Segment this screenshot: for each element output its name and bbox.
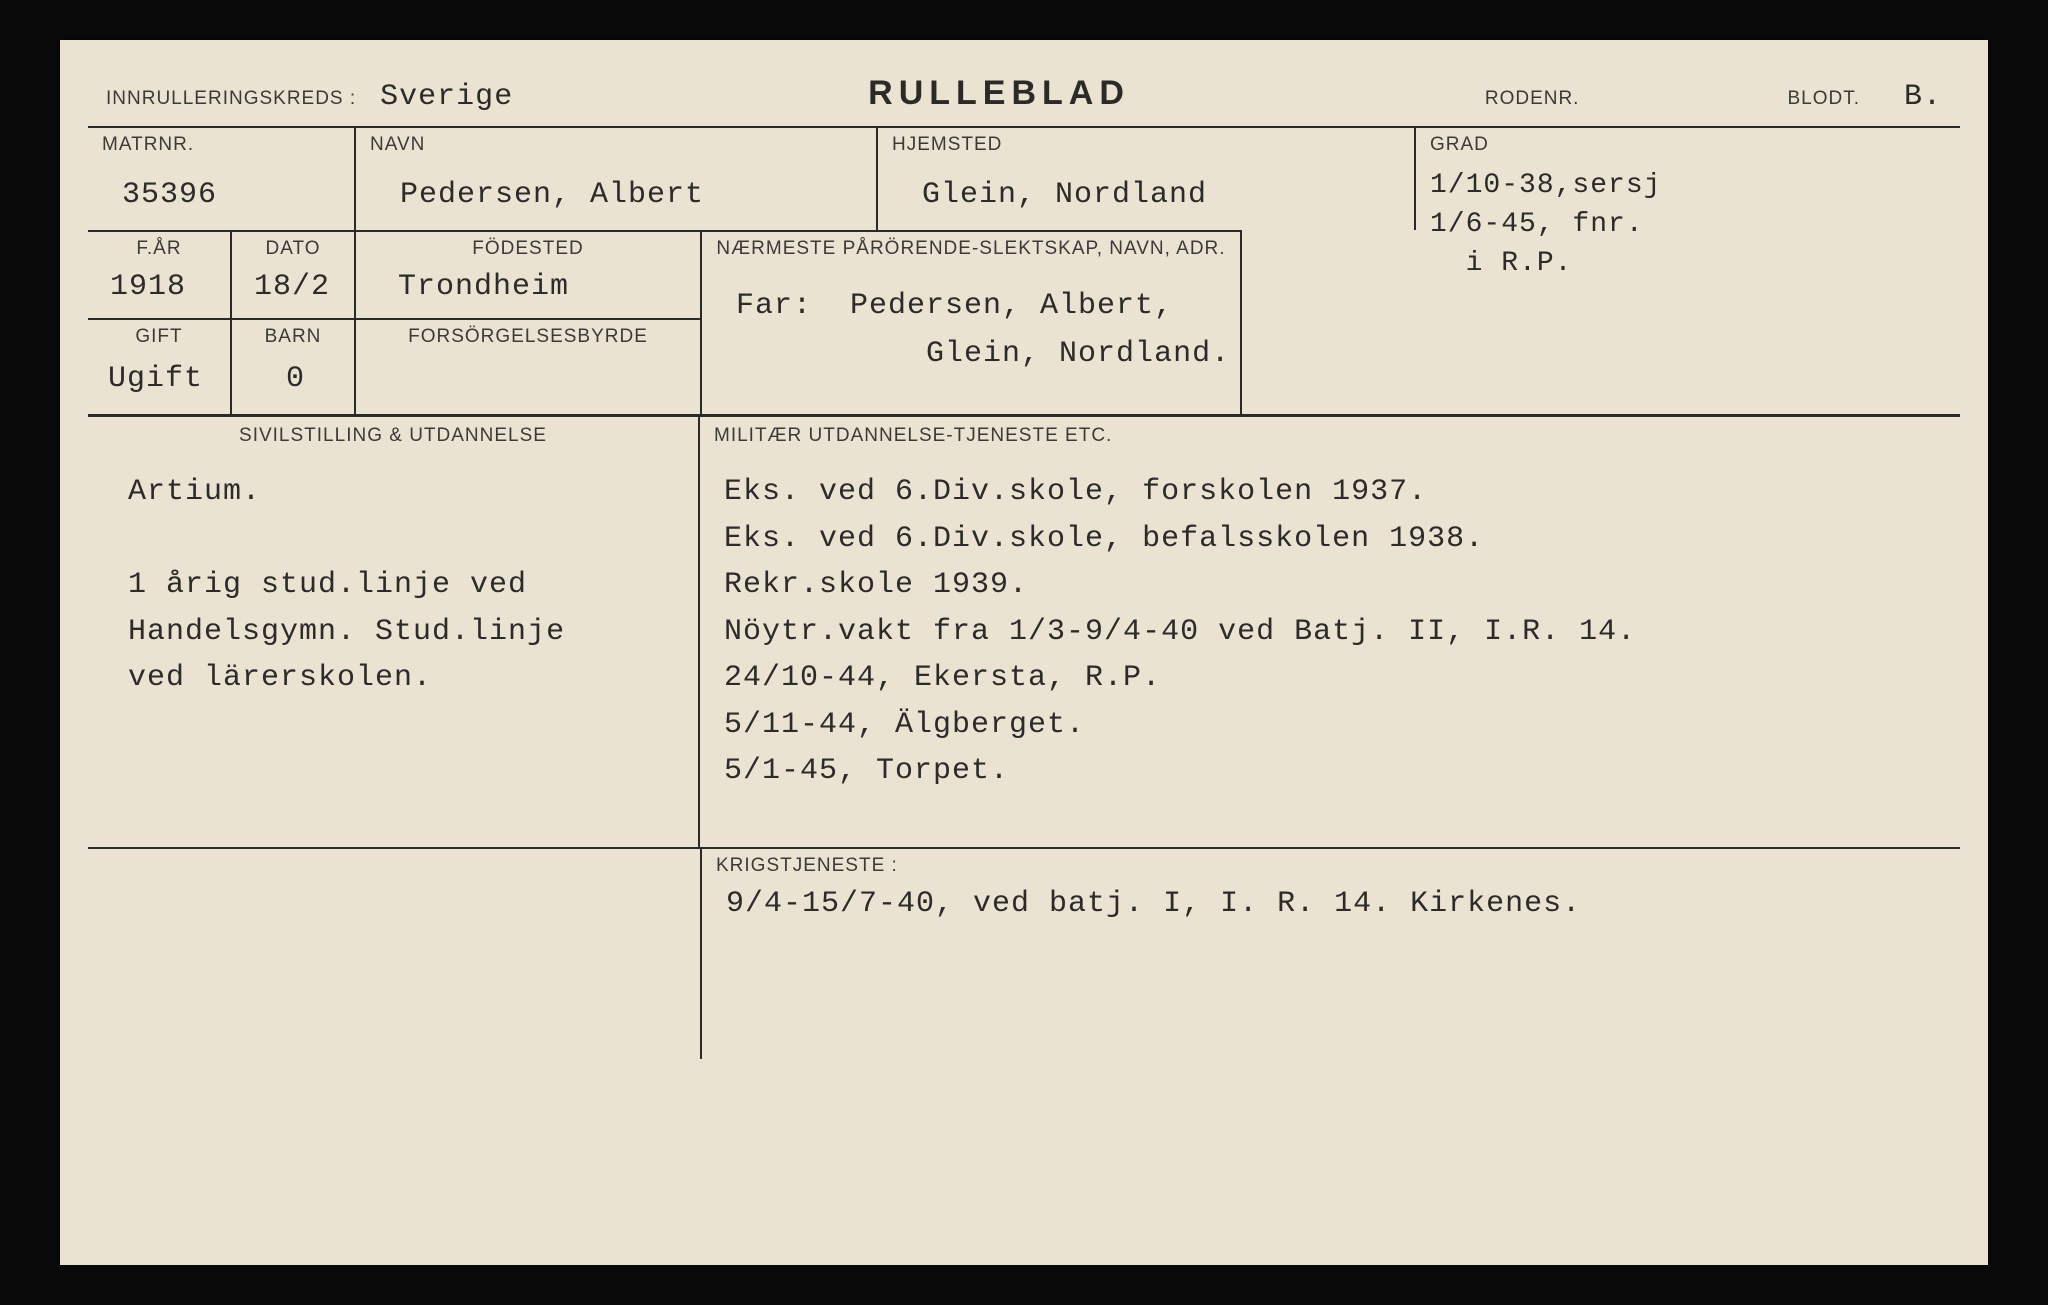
grad-label: GRAD: [1430, 134, 1946, 156]
fors-value: [370, 352, 686, 372]
cell-fors: FORSÖRGELSESBYRDE: [356, 320, 700, 414]
krig-right: KRIGSTJENESTE : 9/4-15/7-40, ved batj. I…: [702, 849, 1960, 1059]
section-education: SIVILSTILLING & UTDANNELSE Artium. 1 åri…: [88, 414, 1960, 847]
naermeste-label: NÆRMESTE PÅRÖRENDE-SLEKTSKAP, NAVN, ADR.: [716, 238, 1226, 260]
hjemsted-label: HJEMSTED: [892, 134, 1400, 156]
cell-grad: GRAD 1/10-38,sersj 1/6-45, fnr. i R.P.: [1416, 128, 1960, 230]
sivil-head: SIVILSTILLING & UTDANNELSE: [88, 417, 698, 455]
far-value: 1918: [102, 264, 216, 310]
sivil-value: Artium. 1 årig stud.linje ved Handelsgym…: [128, 469, 674, 702]
far-label: F.ÅR: [102, 238, 216, 260]
cell-matrnr: MATRNR. 35396: [88, 128, 356, 230]
innrulleringskreds-label: INNRULLERINGSKREDS :: [106, 88, 356, 110]
section-krigstjeneste: KRIGSTJENESTE : 9/4-15/7-40, ved batj. I…: [88, 847, 1960, 1059]
rodenr-label: RODENR.: [1485, 88, 1580, 110]
naermeste-value: Far: Pedersen, Albert, Glein, Nordland.: [716, 260, 1226, 378]
sivil-body: Artium. 1 årig stud.linje ved Handelsgym…: [88, 455, 698, 722]
fodested-value: Trondheim: [370, 264, 686, 310]
fors-label: FORSÖRGELSESBYRDE: [370, 326, 686, 348]
cell-naermeste: NÆRMESTE PÅRÖRENDE-SLEKTSKAP, NAVN, ADR.…: [702, 230, 1242, 414]
fodested-label: FÖDESTED: [370, 238, 686, 260]
sivil-label: SIVILSTILLING & UTDANNELSE: [102, 425, 684, 447]
navn-value: Pedersen, Albert: [370, 160, 862, 222]
blodt-label: BLODT.: [1787, 88, 1860, 110]
gift-label: GIFT: [102, 326, 216, 348]
navn-label: NAVN: [370, 134, 862, 156]
cell-fodested: FÖDESTED Trondheim: [356, 232, 700, 318]
mil-value: Eks. ved 6.Div.skole, forskolen 1937. Ek…: [724, 469, 1936, 795]
scan-frame: INNRULLERINGSKREDS : Sverige RULLEBLAD R…: [0, 0, 2048, 1305]
barn-value: 0: [246, 352, 340, 406]
header-band: INNRULLERINGSKREDS : Sverige RULLEBLAD R…: [60, 40, 1988, 126]
innrulleringskreds-value: Sverige: [380, 80, 513, 114]
cell-hjemsted: HJEMSTED Glein, Nordland: [876, 128, 1416, 230]
hjemsted-value: Glein, Nordland: [892, 160, 1400, 222]
col-sivil: SIVILSTILLING & UTDANNELSE Artium. 1 åri…: [88, 417, 700, 847]
dato-value: 18/2: [246, 264, 340, 310]
krig-label: KRIGSTJENESTE :: [716, 855, 898, 876]
cell-dato: DATO 18/2: [232, 232, 356, 318]
cell-far: F.ÅR 1918: [88, 232, 232, 318]
matrnr-value: 35396: [102, 160, 340, 222]
barn-label: BARN: [246, 326, 340, 348]
mil-head: MILITÆR UTDANNELSE-TJENESTE ETC.: [700, 417, 1960, 455]
mil-label: MILITÆR UTDANNELSE-TJENESTE ETC.: [714, 425, 1112, 446]
blodt-value: B.: [1904, 80, 1942, 114]
cell-barn: BARN 0: [232, 320, 356, 414]
page-title: RULLEBLAD: [868, 74, 1130, 113]
krig-left-blank: [88, 849, 702, 1059]
cell-gift: GIFT Ugift: [88, 320, 232, 414]
cell-navn: NAVN Pedersen, Albert: [356, 128, 876, 230]
row-identity: MATRNR. 35396 NAVN Pedersen, Albert HJEM…: [88, 126, 1960, 230]
matrnr-label: MATRNR.: [102, 134, 340, 156]
col-mil: MILITÆR UTDANNELSE-TJENESTE ETC. Eks. ve…: [700, 417, 1960, 847]
mil-body: Eks. ved 6.Div.skole, forskolen 1937. Ek…: [700, 455, 1960, 815]
record-card: INNRULLERINGSKREDS : Sverige RULLEBLAD R…: [60, 40, 1988, 1265]
krig-value: 9/4-15/7-40, ved batj. I, I. R. 14. Kirk…: [716, 877, 1946, 928]
grad-value: 1/10-38,sersj 1/6-45, fnr. i R.P.: [1430, 160, 1954, 284]
gift-value: Ugift: [102, 352, 216, 406]
row-family: GIFT Ugift BARN 0 FORSÖRGELSESBYRDE: [88, 318, 700, 414]
dato-label: DATO: [246, 238, 340, 260]
